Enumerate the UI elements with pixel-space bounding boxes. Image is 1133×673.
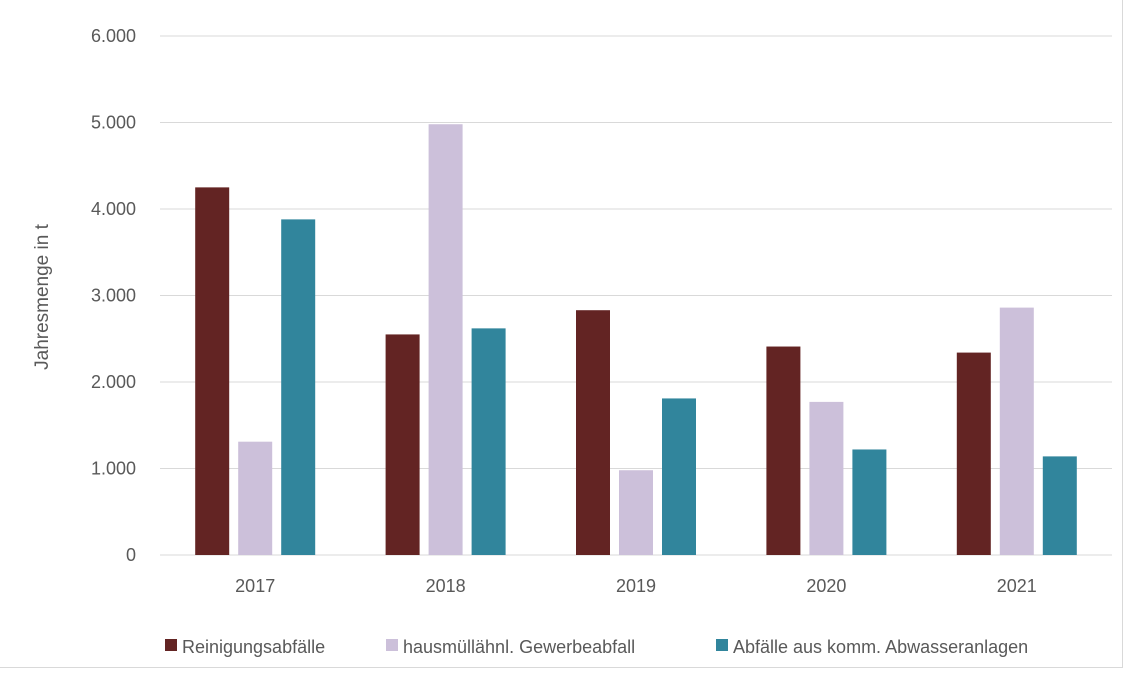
y-axis-ticks: 0 1.000 2.000 3.000 4.000 5.000 6.000 [91,26,136,565]
bar-2019-series-2 [619,470,653,555]
y-axis-title: Jahresmenge in t [32,223,53,369]
bar-2020-series-3 [852,449,887,555]
y-tick-label: 3.000 [91,286,136,306]
x-tick-label: 2017 [235,576,275,596]
bar-2020-series-1 [766,346,801,555]
y-tick-label: 5.000 [91,113,136,133]
x-tick-label: 2018 [426,576,466,596]
legend-swatch [716,639,728,651]
bar-2017-series-2 [238,441,273,555]
y-tick-label: 0 [126,545,136,565]
legend-label: Reinigungsabfälle [182,637,325,657]
legend-swatch [386,639,398,651]
bar-2021-series-1 [956,352,991,555]
y-tick-label: 4.000 [91,199,136,219]
bar-2019-series-3 [662,398,696,555]
y-tick-label: 2.000 [91,372,136,392]
legend: Reinigungsabfälle hausmüllähnl. Gewerbeab… [165,637,1028,657]
bars [195,124,1077,555]
bar-2018-series-1 [385,334,420,555]
bar-2021-series-3 [1042,456,1077,555]
legend-label: hausmüllähnl. Gewerbeabfall [403,637,635,657]
x-tick-label: 2019 [616,576,656,596]
bar-2021-series-2 [999,307,1034,555]
gridlines [160,35,1112,556]
x-tick-label: 2020 [806,576,846,596]
bar-2018-series-2 [428,124,463,555]
x-axis-ticks: 2017 2018 2019 2020 2021 [235,576,1037,596]
bar-2019-series-1 [576,310,610,555]
bar-2018-series-3 [471,328,506,555]
legend-swatch [165,639,177,651]
legend-label: Abfälle aus komm. Abwasseranlagen [733,637,1028,657]
x-tick-label: 2021 [997,576,1037,596]
bar-2020-series-2 [809,401,844,555]
bar-2017-series-3 [281,219,316,555]
bar-2017-series-1 [195,187,230,555]
y-tick-label: 1.000 [91,459,136,479]
y-tick-label: 6.000 [91,26,136,46]
